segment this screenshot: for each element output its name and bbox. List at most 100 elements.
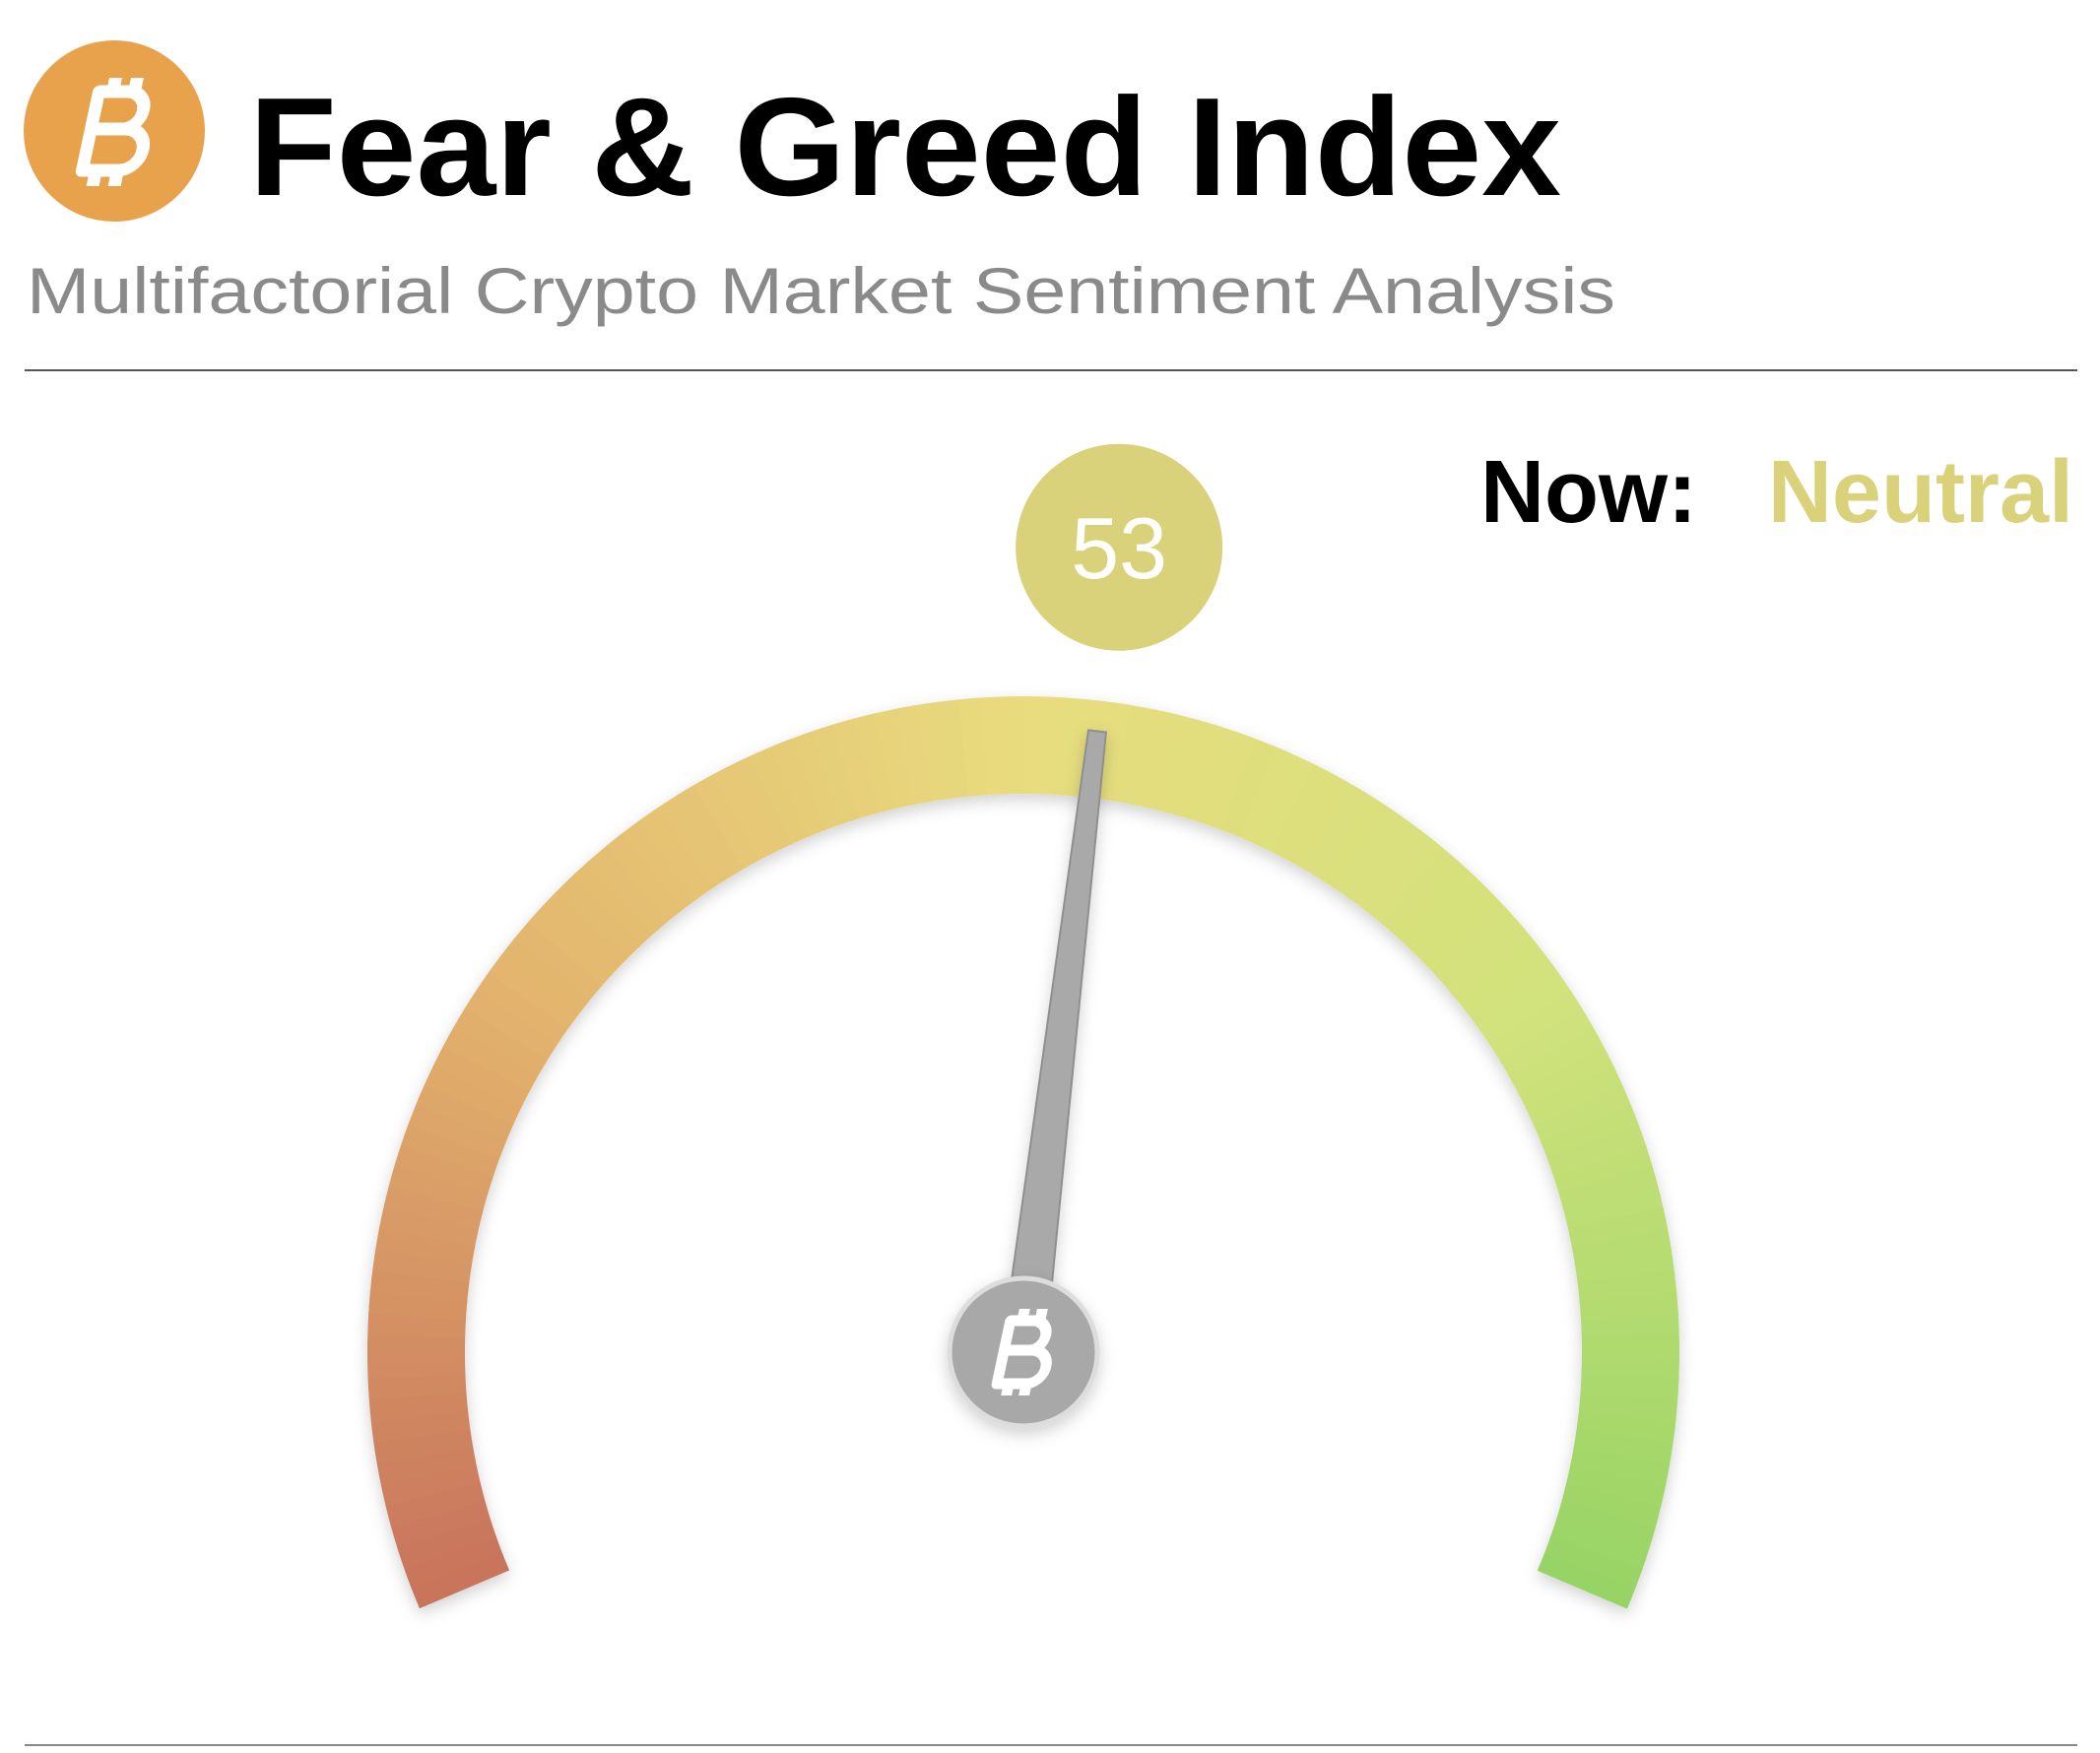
logo-symbol [75,78,151,186]
gauge-segment [394,1143,494,1194]
gauge-segment [1271,764,1335,861]
gauge-segment [558,875,641,959]
hub-symbol-b [991,1309,1052,1396]
gauge-segment [639,807,713,900]
gauge-segment [1303,785,1372,879]
gauge-segment [1150,713,1195,813]
gauge-segment [693,774,759,870]
gauge-segment [376,1447,477,1486]
gauge-segment [401,1124,500,1176]
gauge-segment [528,905,616,986]
gauge-segment [1379,846,1459,935]
gauge-segment [1349,819,1425,911]
gauge-segment [424,1064,522,1125]
gauge-segment [1335,808,1408,900]
gauge-segment [1533,1084,1631,1142]
gauge-segment [1041,696,1068,796]
gauge-segment [1456,938,1546,1014]
gauge-segment [1133,708,1174,810]
gauge-segment [416,1083,514,1141]
gauge-segment [1550,1519,1650,1569]
gauge-segment [573,860,655,946]
gauge-segment [1574,1249,1674,1283]
gauge-segment [1567,1206,1669,1248]
gauge-segment [433,1045,530,1108]
gauge-segment [589,846,669,934]
gauge-segment [367,1313,467,1338]
gauge-segment [380,1464,481,1507]
gauge-segment [1581,1313,1679,1338]
gauge-segment [397,1518,496,1569]
classification: Neutral [1768,443,2073,542]
gauge-segment [367,1334,466,1357]
hub-symbol [991,1309,1052,1396]
gauge-segment [1563,1186,1664,1229]
gauge-segment [464,990,558,1060]
gauge-segment [1570,1447,1671,1486]
gauge-segment [958,697,988,797]
gauge-segment [1546,1124,1646,1177]
gauge-segment [1432,905,1519,987]
logo [24,40,205,222]
now-label: Now: [1480,443,1697,542]
gauge-segment [791,731,844,830]
gauge-segment [367,1355,466,1379]
gauge-segment [751,746,810,844]
gauge-segment [894,704,933,805]
gauge-segment [1561,1483,1662,1528]
gauge-segment [831,718,879,818]
value-bubble [1016,443,1223,651]
gauge-segment [372,1249,473,1283]
gauge-segment [937,699,969,799]
gauge-segment [1578,1393,1678,1422]
gauge-segment [500,938,591,1014]
gauge-segment [657,796,728,889]
gauge-segment [391,1500,491,1548]
gauge-segment [980,696,1006,796]
gauge-segment [1478,972,1571,1045]
gauge-segment [1023,696,1046,795]
needle [1001,729,1107,1356]
gauge-segment [1576,1410,1676,1444]
gauge-segment [771,738,826,837]
gauge-arc [367,695,1679,1609]
gauge-segment [1577,1270,1677,1302]
gauge-segment [1537,1553,1636,1609]
gauge-segment [1517,1045,1613,1109]
gauge-segment [1488,990,1583,1061]
gauge-segment [443,1026,539,1092]
gauge-segment [1406,875,1489,959]
gauge-segment [379,1206,480,1247]
gauge-segment [1254,754,1316,853]
gauge-segment [369,1269,470,1302]
gauge-segment [1002,695,1024,795]
gauge-segment [1540,1104,1639,1159]
gauge-segment [373,1428,474,1464]
gauge-segment [1525,1065,1623,1125]
gauge-segment [1237,747,1296,845]
gauge-segment [1419,889,1505,973]
gauge-segment [1168,718,1215,818]
gauge-segment [385,1482,486,1527]
gauge-segment [1498,1007,1594,1076]
gauge-segment [388,1164,489,1211]
gauge-segment [605,832,683,922]
gauge-segment [852,713,897,813]
gauge-segment [712,764,776,861]
gauge-segment [812,724,862,824]
gauge-segment [1319,796,1390,889]
gauge-segment [1114,704,1152,806]
gauge-segment [514,921,603,1001]
gauge-segment [1566,1464,1667,1507]
gauge-segment [1508,1026,1605,1092]
gauge-segment [1579,1292,1678,1321]
gauge-segment [732,754,793,852]
gauge-segment [1543,1535,1643,1590]
gauge-segment [916,701,952,802]
gauge-segment [453,1007,549,1075]
subtitle: Multifactorial Crypto Market Sentiment A… [27,254,1615,327]
gauge-segment [1580,1374,1679,1400]
gauge-segment [1581,1334,1679,1358]
